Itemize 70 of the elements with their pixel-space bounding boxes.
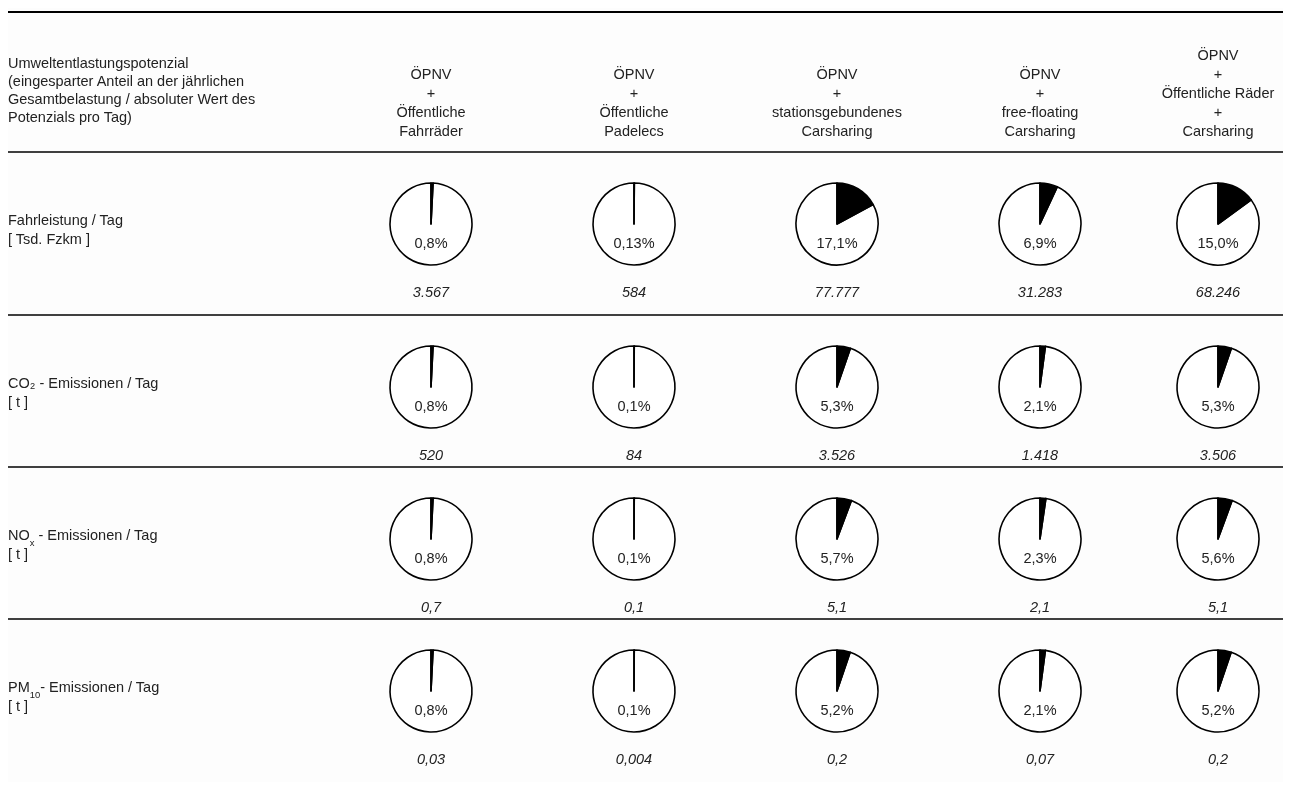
text: Umweltentlastungspotenzial (eingesparter Anteil an der jährlichen Gesamtbelastung / absoluter Wert des Potenzials pro Tag)	[8, 55, 256, 125]
text: 0,2	[826, 751, 848, 767]
text: PM$_{10}$- Emissionen / Tag [ t ]	[8, 679, 160, 714]
text: 15,0%	[1197, 235, 1239, 251]
text: 5,1	[826, 599, 848, 615]
pie-slice	[1176, 182, 1260, 266]
pie-slice	[592, 649, 676, 733]
text: 0,8%	[414, 702, 448, 718]
text: 2,1%	[1023, 398, 1057, 414]
text: 2,1	[1028, 599, 1051, 615]
text: 3.506	[1199, 447, 1238, 463]
text: 5,7%	[820, 550, 854, 566]
text: 584	[621, 284, 647, 300]
text: 0,03	[416, 751, 446, 767]
text: 0,8%	[414, 398, 448, 414]
text: 5,3%	[1201, 398, 1235, 414]
pie-slice	[998, 345, 1082, 429]
text: 68.246	[1195, 284, 1242, 300]
text: 3.526	[818, 447, 857, 463]
text: 0,07	[1025, 751, 1056, 767]
pie-slice	[389, 497, 473, 581]
pie-slice	[998, 649, 1082, 733]
text: 0,1%	[617, 702, 651, 718]
text: 6,9%	[1023, 235, 1057, 251]
text: 5,1	[1207, 599, 1229, 615]
text: 1.418	[1021, 447, 1059, 463]
text: 5,2%	[1201, 702, 1235, 718]
text: 84	[625, 447, 643, 463]
text: ÖPNV + Öffentliche Padelecs	[599, 65, 669, 139]
text: 17,1%	[816, 235, 858, 251]
pie-slice	[795, 345, 879, 429]
pie-slice	[592, 345, 676, 429]
text: 3.567	[412, 284, 451, 300]
text: ÖPNV + Öffentliche Fahrräder	[396, 65, 466, 139]
pie-slice	[998, 497, 1082, 581]
text: 0,13%	[613, 235, 655, 251]
text: 2,3%	[1023, 550, 1057, 566]
pie-slice	[998, 182, 1082, 266]
pie-slice	[389, 182, 473, 266]
pie-slice	[795, 182, 879, 266]
text: 0,8%	[414, 550, 448, 566]
text: 0,7	[420, 599, 443, 615]
text: 0,004	[615, 751, 653, 767]
text: 0,1%	[617, 550, 651, 566]
text: Fahrleistung / Tag [ Tsd. Fzkm ]	[8, 212, 123, 247]
text: 0,1	[623, 599, 645, 615]
text: 31.283	[1017, 284, 1063, 300]
pie-slice	[1176, 345, 1260, 429]
pie-slice	[389, 649, 473, 733]
pie-slice	[795, 649, 879, 733]
pie-slice	[1176, 649, 1260, 733]
text: 520	[418, 447, 444, 463]
text: 0,1%	[617, 398, 651, 414]
pie-slice	[592, 182, 676, 266]
text: 0,8%	[414, 235, 448, 251]
pie-slice	[1176, 497, 1260, 581]
text: ÖPNV + free-floating Carsharing	[1001, 65, 1079, 139]
text: NO$_{x}$ - Emissionen / Tag [ t ]	[8, 527, 158, 562]
text: 0,2	[1207, 751, 1229, 767]
text: 77.777	[814, 284, 861, 300]
text: ÖPNV + Öffentliche Räder + Carsharing	[1161, 46, 1275, 139]
text: 5,2%	[820, 702, 854, 718]
text: 2,1%	[1023, 702, 1057, 718]
pie-slice	[389, 345, 473, 429]
text: ÖPNV + stationsgebundenes Carsharing	[772, 65, 902, 139]
text: 5,6%	[1201, 550, 1235, 566]
pie-slice	[592, 497, 676, 581]
pie-slice	[795, 497, 879, 581]
text: CO₂ - Emissionen / Tag [ t ]	[8, 375, 159, 410]
text: 5,3%	[820, 398, 854, 414]
